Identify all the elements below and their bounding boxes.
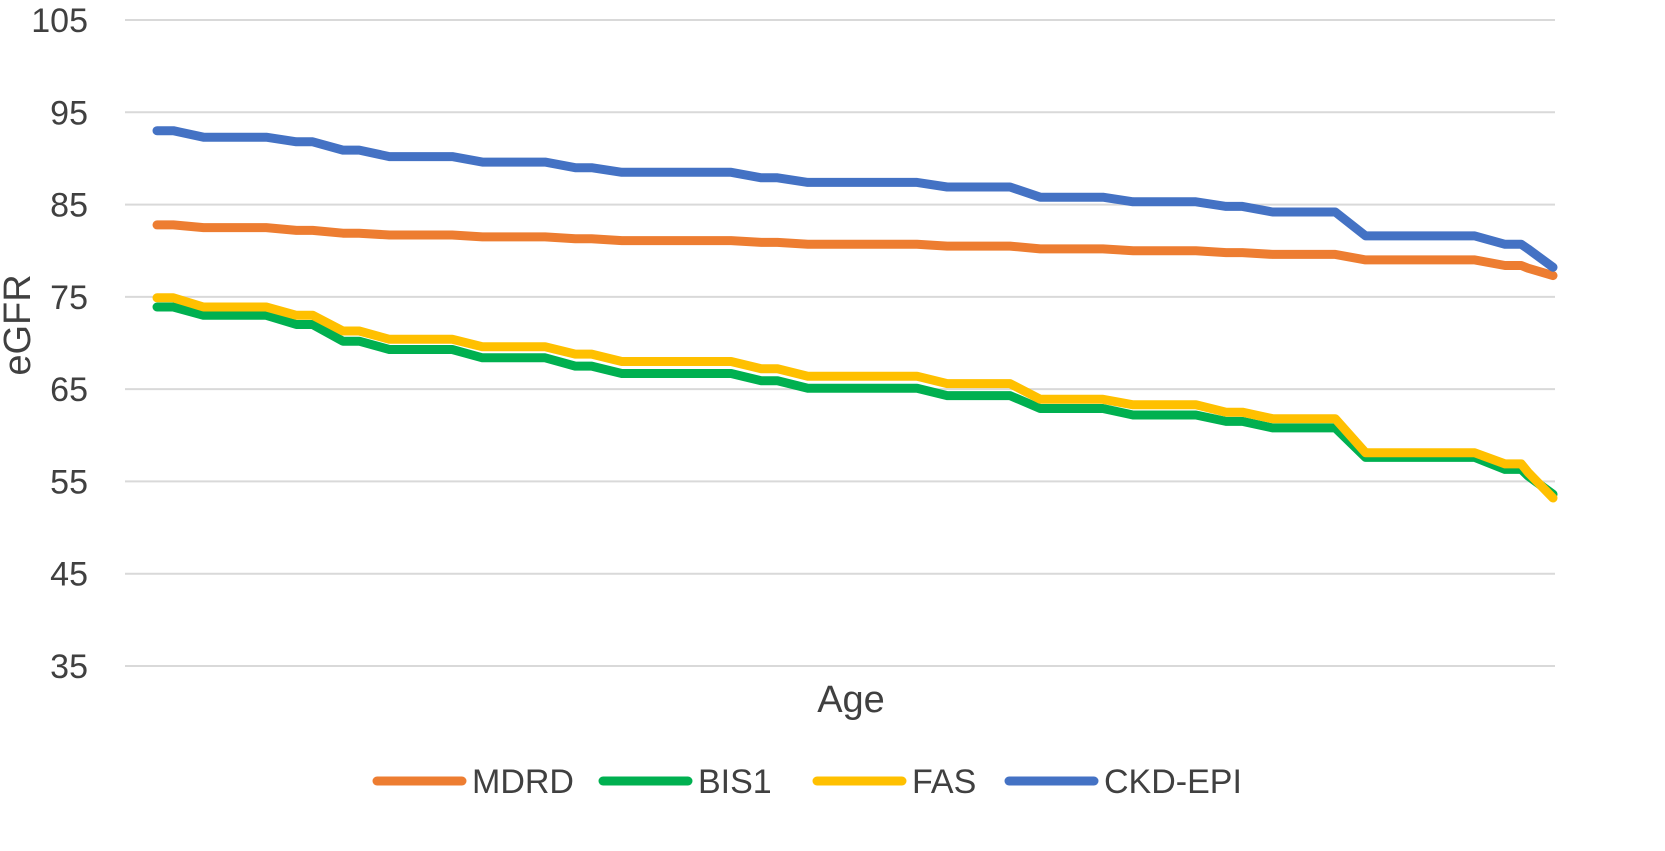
- x-axis-title: Age: [817, 679, 885, 721]
- series-lines: [152, 126, 1558, 503]
- legend-item-mdrd: MDRD: [372, 763, 574, 801]
- y-tick-label: 75: [50, 279, 88, 317]
- series-line-ckd-epi: [152, 126, 1558, 272]
- legend-label: FAS: [912, 763, 976, 801]
- y-tick-label: 65: [50, 371, 88, 409]
- legend-item-bis1: BIS1: [598, 763, 772, 801]
- legend-label: MDRD: [472, 763, 574, 801]
- y-tick-label: 105: [31, 2, 88, 40]
- series-line-fas: [152, 293, 1558, 503]
- legend-item-fas: FAS: [812, 763, 976, 801]
- legend: MDRD BIS1 FAS CKD-EPI: [372, 763, 1242, 801]
- legend-label: BIS1: [698, 763, 772, 801]
- y-tick-label: 95: [50, 94, 88, 132]
- series-line-bis1: [152, 302, 1558, 499]
- series-line-mdrd: [152, 220, 1558, 281]
- y-axis-ticks: 105 95 85 75 65 55 45 35: [31, 2, 88, 686]
- legend-item-ckd-epi: CKD-EPI: [1004, 763, 1242, 801]
- y-tick-label: 35: [50, 648, 88, 686]
- y-tick-label: 55: [50, 463, 88, 501]
- y-tick-label: 45: [50, 556, 88, 594]
- y-axis-title: eGFR: [0, 274, 39, 375]
- y-tick-label: 85: [50, 187, 88, 225]
- legend-label: CKD-EPI: [1104, 763, 1242, 801]
